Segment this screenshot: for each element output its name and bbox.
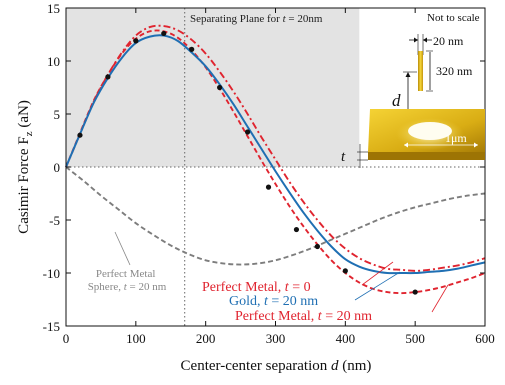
shaded-region: [66, 8, 360, 167]
data-point: [412, 289, 418, 295]
sphere-label-line-1: Perfect Metal: [96, 268, 156, 280]
data-point: [314, 243, 320, 250]
series-line-3: [65, 166, 486, 266]
separation-label: d: [392, 91, 401, 110]
x-axis-label: Center-center separation d (nm): [181, 358, 372, 374]
x-tick-label: 0: [63, 331, 70, 346]
hole-shape: [408, 122, 452, 140]
x-tick-label: 300: [266, 331, 286, 346]
not-to-scale-label: Not to scale: [427, 12, 480, 24]
sphere-label: Perfect Metal Sphere, t = 20 nm: [88, 268, 167, 293]
data-point: [189, 46, 195, 52]
y-tick-label: 10: [47, 54, 60, 69]
data-points: [77, 30, 418, 295]
gold-label: Gold, t = 20 nm: [229, 294, 318, 309]
x-tick-label: 600: [475, 331, 495, 346]
x-tick-label: 100: [126, 331, 146, 346]
schematic-inset: Not to scale 20 nm 320 nm d 1μm: [341, 12, 485, 168]
pm20-label: Perfect Metal, t = 20 nm: [235, 309, 372, 324]
data-point: [342, 268, 348, 274]
rod-shape: [418, 51, 423, 91]
data-point: [161, 30, 167, 37]
hole-label: 1μm: [445, 131, 467, 145]
x-tick-label: 500: [405, 331, 425, 346]
y-tick-label: 5: [54, 107, 61, 122]
reference-lines: [66, 8, 485, 326]
data-point: [265, 184, 272, 190]
plate-side: [368, 152, 485, 160]
pm0-label: Perfect Metal, t = 0: [202, 280, 311, 295]
y-tick-label: 0: [54, 160, 61, 175]
x-tick-label: 400: [336, 331, 356, 346]
y-axis-label: Casimir Force Fz (aN): [16, 100, 35, 234]
data-point: [244, 129, 251, 135]
pm0-leader-line: [361, 261, 394, 286]
y-tick-label: -10: [43, 266, 60, 281]
y-tick-label: 15: [47, 1, 60, 16]
axis-ticks: 0 100 200 300 400 500 600 15 10 5 0 -5 -10 -15: [43, 1, 495, 346]
y-tick-label: -15: [43, 319, 60, 334]
width-label: 20 nm: [433, 34, 464, 48]
height-label: 320 nm: [436, 64, 473, 78]
sphere-leader-line: [114, 231, 131, 266]
thickness-label: t: [341, 149, 346, 165]
data-point: [293, 226, 300, 233]
data-point: [77, 132, 83, 138]
x-tick-label: 200: [196, 331, 216, 346]
data-point: [105, 74, 111, 80]
separating-plane-label: Separating Plane for t = 20nm: [190, 13, 323, 25]
gold-leader-line: [354, 271, 401, 301]
pm20-leader-line: [431, 284, 449, 313]
data-point: [133, 38, 139, 44]
data-point: [217, 84, 223, 91]
y-tick-label: -5: [49, 213, 60, 228]
